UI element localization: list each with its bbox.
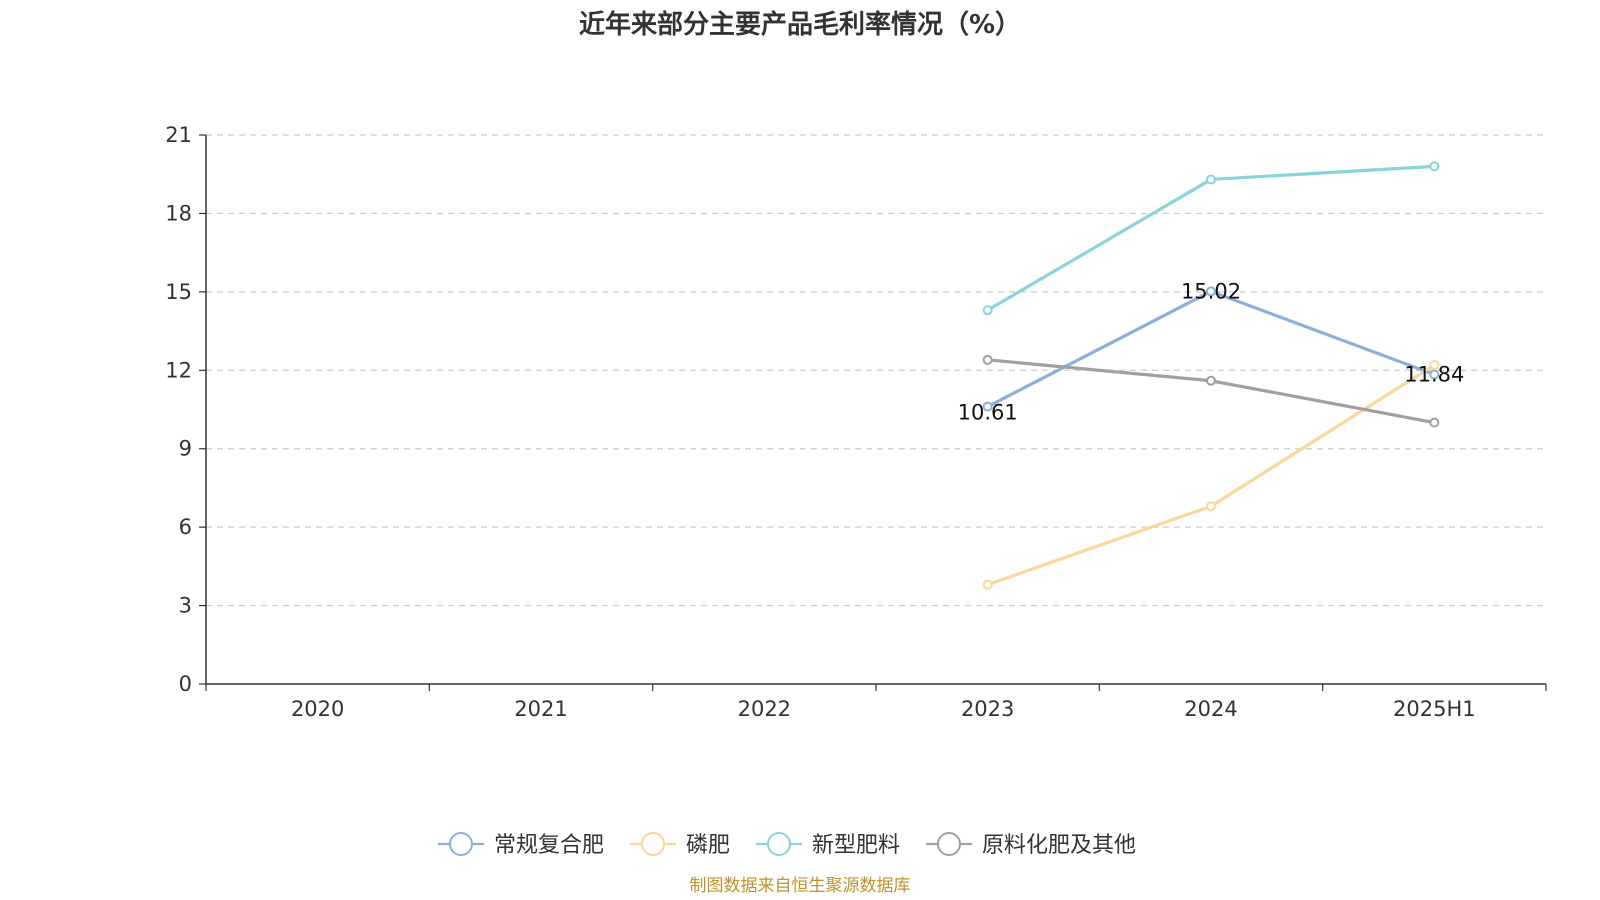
data-point[interactable]: [982, 305, 993, 316]
legend-label: 原料化肥及其他: [982, 833, 1136, 858]
legend-label: 磷肥: [686, 833, 730, 858]
data-point[interactable]: [1429, 417, 1440, 428]
legend-item[interactable]: 磷肥: [630, 832, 730, 858]
series-line: [986, 363, 1436, 587]
legend-circle-icon: [767, 832, 791, 856]
legend-circle-icon: [937, 832, 961, 856]
y-tick-label: 9: [179, 437, 192, 461]
data-labels: 10.61 15.02 11.84: [958, 279, 1465, 424]
y-tick-label: 18: [165, 201, 192, 225]
legend-item[interactable]: 原料化肥及其他: [926, 832, 1136, 858]
y-tick-label: 6: [179, 515, 192, 539]
legend-circle-icon: [641, 832, 665, 856]
data-point[interactable]: [1206, 501, 1216, 512]
data-point[interactable]: [1206, 174, 1216, 185]
y-tick-label: 12: [165, 358, 192, 382]
legend-label: 新型肥料: [812, 833, 900, 858]
x-tick-label: 2020: [291, 697, 344, 721]
x-tick-label: 2021: [514, 697, 567, 721]
y-tick-label: 15: [165, 280, 192, 304]
x-tick-label: 2025H1: [1393, 697, 1476, 721]
legend-label: 常规复合肥: [494, 833, 604, 858]
y-tick-label: 3: [179, 594, 192, 618]
data-point[interactable]: [1429, 161, 1440, 172]
data-point[interactable]: [1206, 375, 1216, 386]
series-line: [986, 358, 1436, 425]
data-point[interactable]: [1429, 360, 1440, 371]
data-point[interactable]: [982, 354, 993, 365]
data-point[interactable]: [982, 401, 993, 412]
legend-item[interactable]: 常规复合肥: [438, 832, 604, 858]
legend-item[interactable]: 新型肥料: [756, 832, 900, 858]
source-note: 制图数据来自恒生聚源数据库: [690, 876, 911, 896]
data-label: 10.61: [958, 401, 1018, 425]
data-label: 15.02: [1181, 279, 1241, 303]
data-point[interactable]: [1429, 369, 1440, 380]
data-point[interactable]: [982, 579, 993, 590]
x-tick-label: 2022: [738, 697, 791, 721]
chart-title: 近年来部分主要产品毛利率情况（%）: [579, 9, 1021, 40]
y-tick-label: 0: [179, 672, 192, 696]
x-tick-label: 2024: [1184, 697, 1237, 721]
y-tick-label: 21: [165, 123, 192, 147]
data-label: 11.84: [1404, 362, 1464, 386]
legend[interactable]: 常规复合肥 磷肥 新型肥料 原料化肥及其他: [438, 832, 1136, 858]
axes: 0 3 6 9 12 15 18 21 2020 2021 2022 2023 2024 2025H1: [165, 123, 1547, 721]
grid-lines: [206, 134, 1546, 607]
legend-circle-icon: [449, 832, 473, 856]
series-lines: [982, 161, 1440, 590]
data-point[interactable]: [1206, 286, 1216, 297]
x-tick-label: 2023: [961, 697, 1014, 721]
series-line: [986, 289, 1436, 409]
